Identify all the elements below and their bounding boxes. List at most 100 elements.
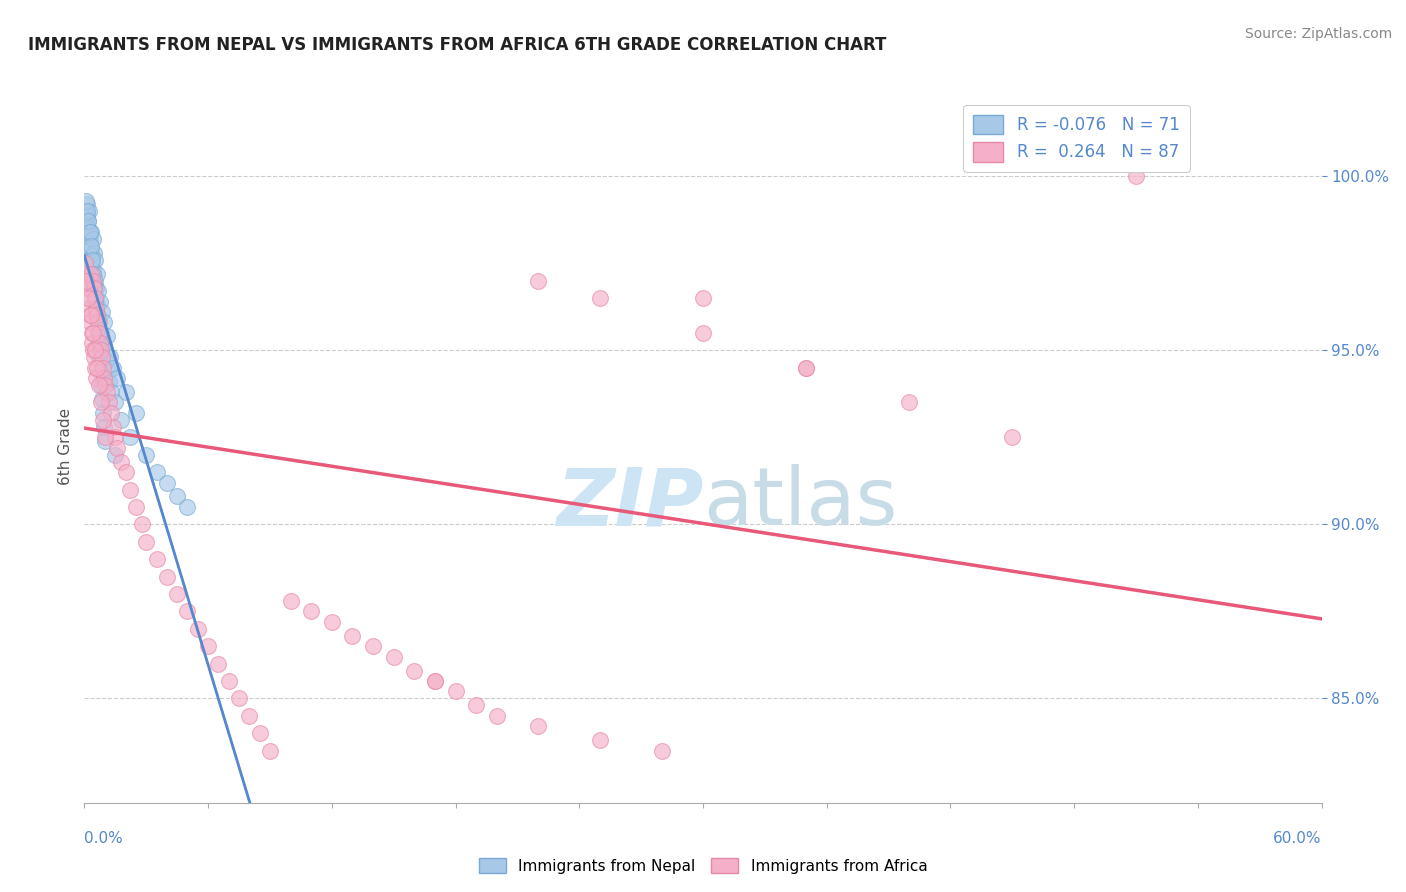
Point bbox=[83, 270, 105, 285]
Point bbox=[91, 360, 114, 375]
Y-axis label: 6th Grade: 6th Grade bbox=[58, 408, 73, 484]
Point bbox=[91, 413, 114, 427]
Point bbox=[90, 395, 112, 409]
Point bbox=[93, 420, 115, 434]
Point bbox=[90, 326, 112, 340]
Point bbox=[83, 280, 105, 294]
Point bbox=[90, 350, 112, 364]
Point bbox=[79, 267, 101, 281]
Point bbox=[84, 360, 107, 375]
Text: 0.0%: 0.0% bbox=[84, 831, 124, 847]
Point bbox=[114, 385, 136, 400]
Point bbox=[94, 343, 117, 358]
Point bbox=[91, 336, 114, 351]
Point bbox=[145, 552, 167, 566]
Point bbox=[104, 448, 127, 462]
Legend: Immigrants from Nepal, Immigrants from Africa: Immigrants from Nepal, Immigrants from A… bbox=[472, 852, 934, 880]
Point bbox=[80, 225, 103, 239]
Point bbox=[135, 448, 157, 462]
Point bbox=[166, 490, 188, 504]
Point bbox=[342, 629, 364, 643]
Point bbox=[187, 622, 209, 636]
Point bbox=[75, 267, 97, 281]
Point bbox=[77, 301, 100, 316]
Point bbox=[80, 326, 103, 340]
Point bbox=[82, 267, 104, 281]
Point bbox=[87, 309, 110, 323]
Point bbox=[87, 350, 110, 364]
Point bbox=[86, 298, 108, 312]
Point bbox=[79, 309, 101, 323]
Point bbox=[207, 657, 229, 671]
Point bbox=[1001, 430, 1024, 444]
Point bbox=[89, 294, 111, 309]
Point bbox=[79, 235, 101, 250]
Point bbox=[589, 733, 612, 747]
Point bbox=[125, 500, 148, 514]
Point bbox=[79, 315, 101, 329]
Point bbox=[76, 274, 98, 288]
Point bbox=[77, 291, 100, 305]
Point bbox=[79, 228, 101, 243]
Text: IMMIGRANTS FROM NEPAL VS IMMIGRANTS FROM AFRICA 6TH GRADE CORRELATION CHART: IMMIGRANTS FROM NEPAL VS IMMIGRANTS FROM… bbox=[28, 36, 887, 54]
Point bbox=[87, 326, 110, 340]
Point bbox=[83, 245, 105, 260]
Point bbox=[84, 280, 107, 294]
Point bbox=[82, 336, 104, 351]
Point bbox=[98, 350, 121, 364]
Point bbox=[485, 708, 508, 723]
Point bbox=[89, 336, 111, 351]
Point bbox=[156, 569, 179, 583]
Point bbox=[692, 291, 714, 305]
Point bbox=[156, 475, 179, 490]
Point bbox=[84, 252, 107, 267]
Point bbox=[80, 249, 103, 263]
Point bbox=[794, 360, 817, 375]
Point bbox=[75, 256, 97, 270]
Point bbox=[75, 204, 97, 219]
Point bbox=[83, 280, 105, 294]
Point bbox=[83, 343, 105, 358]
Point bbox=[83, 294, 105, 309]
Point bbox=[93, 315, 115, 329]
Point bbox=[93, 371, 115, 385]
Text: atlas: atlas bbox=[703, 464, 897, 542]
Point bbox=[82, 274, 104, 288]
Point bbox=[98, 375, 121, 389]
Point bbox=[82, 326, 104, 340]
Point bbox=[75, 211, 97, 225]
Point bbox=[87, 284, 110, 298]
Point bbox=[104, 395, 127, 409]
Point bbox=[83, 291, 105, 305]
Point bbox=[105, 441, 128, 455]
Point bbox=[228, 691, 250, 706]
Point bbox=[96, 329, 118, 343]
Point bbox=[86, 291, 108, 305]
Point bbox=[83, 274, 105, 288]
Point bbox=[87, 378, 110, 392]
Point bbox=[75, 274, 97, 288]
Point bbox=[98, 395, 121, 409]
Point bbox=[76, 280, 98, 294]
Point bbox=[176, 500, 198, 514]
Point bbox=[79, 239, 101, 253]
Point bbox=[87, 315, 110, 329]
Point bbox=[79, 309, 101, 323]
Point bbox=[94, 430, 117, 444]
Point bbox=[423, 673, 446, 688]
Point bbox=[91, 406, 114, 420]
Point bbox=[218, 673, 240, 688]
Point bbox=[176, 604, 198, 618]
Point bbox=[299, 604, 322, 618]
Point bbox=[103, 420, 125, 434]
Point bbox=[114, 465, 136, 479]
Point bbox=[86, 267, 108, 281]
Point bbox=[79, 243, 101, 257]
Point bbox=[76, 197, 98, 211]
Point bbox=[404, 664, 426, 678]
Point bbox=[86, 322, 108, 336]
Point bbox=[197, 639, 219, 653]
Point bbox=[259, 743, 281, 757]
Point bbox=[77, 214, 100, 228]
Point bbox=[90, 305, 112, 319]
